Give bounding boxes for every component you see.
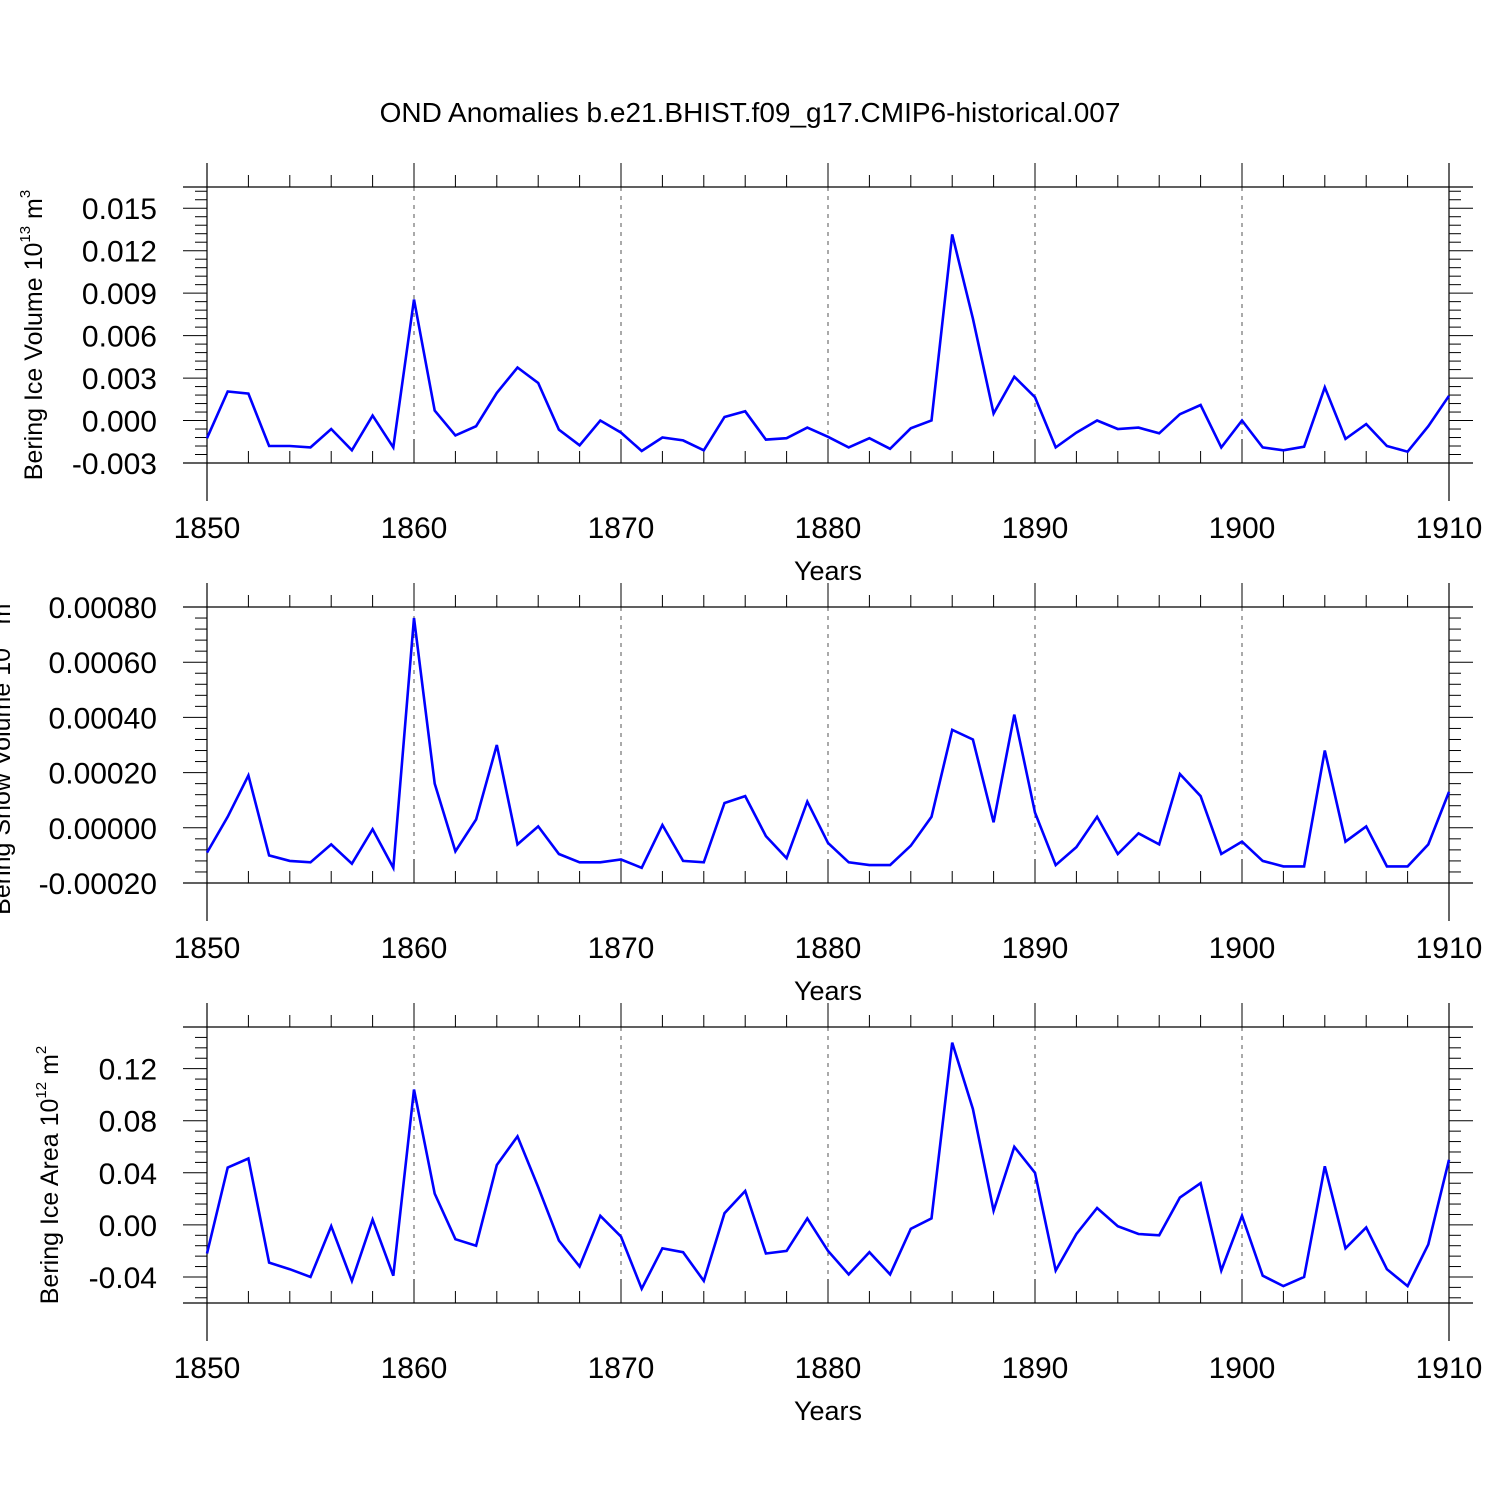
- x-tick-label: 1870: [588, 1352, 655, 1385]
- y-tick-label: -0.003: [72, 448, 157, 481]
- y-axis-label: Bering Snow Volume 1013 m3: [0, 595, 16, 915]
- y-tick-label: 0.00080: [49, 592, 157, 625]
- y-axis-label-text: Bering Ice Area 10: [36, 1099, 64, 1305]
- y-axis-label-unit-exponent: 3: [0, 595, 2, 603]
- x-tick-label: 1890: [1002, 512, 1069, 545]
- x-tick-label: 1860: [381, 512, 448, 545]
- y-axis-label: Bering Ice Area 1012 m2: [33, 1046, 64, 1305]
- x-tick-label: 1900: [1209, 932, 1276, 965]
- y-tick-label: 0.04: [99, 1158, 157, 1191]
- x-tick-label: 1880: [795, 1352, 862, 1385]
- y-axis-label-exponent: 13: [0, 631, 2, 648]
- series-line: [205, 234, 1451, 454]
- x-tick-label: 1910: [1416, 1352, 1483, 1385]
- x-tick-label: 1870: [588, 932, 655, 965]
- y-tick-label: 0.00040: [49, 702, 157, 735]
- x-axis-label: Years: [794, 556, 862, 586]
- series-line: [205, 1042, 1451, 1292]
- x-tick-label: 1860: [381, 932, 448, 965]
- x-tick-label: 1900: [1209, 512, 1276, 545]
- y-axis-label: Bering Ice Volume 1013 m3: [17, 190, 48, 480]
- y-tick-label: 0.00000: [49, 813, 157, 846]
- y-axis-label-unit: m: [0, 604, 16, 632]
- y-axis-label-unit: m: [20, 198, 48, 226]
- y-tick-label: 0.015: [82, 193, 157, 226]
- y-tick-label: 0.003: [82, 363, 157, 396]
- x-axis-label: Years: [794, 976, 862, 1006]
- y-axis-label-unit: m: [36, 1054, 64, 1082]
- panel-3: 1850 1860 1870 1880 1890 1900 1910 -0.04 0.00 0.0…: [33, 1003, 1482, 1426]
- x-tick-label: 1900: [1209, 1352, 1276, 1385]
- y-tick-label: 0.000: [82, 406, 157, 439]
- x-tick-label: 1870: [588, 512, 655, 545]
- y-axis-label-exponent: 12: [33, 1082, 50, 1099]
- x-tick-label: 1880: [795, 512, 862, 545]
- figure-title: OND Anomalies b.e21.BHIST.f09_g17.CMIP6-…: [380, 97, 1121, 128]
- x-tick-label: 1880: [795, 932, 862, 965]
- y-tick-label: 0.00: [99, 1210, 157, 1243]
- x-tick-label: 1850: [174, 1352, 241, 1385]
- y-tick-label: 0.08: [99, 1106, 157, 1139]
- y-tick-label: -0.04: [89, 1262, 157, 1295]
- y-axis-label-text: Bering Ice Volume 10: [20, 243, 48, 481]
- y-axis-label-unit-exponent: 3: [17, 190, 34, 198]
- y-tick-label: 0.12: [99, 1054, 157, 1087]
- panel-1: 1850 1860 1870 1880 1890 1900 1910 -0.003 0.000 0…: [17, 163, 1482, 586]
- series-line: [205, 617, 1451, 873]
- panel-2: 1850 1860 1870 1880 1890 1900 1910 -0.00020 0.00…: [0, 583, 1482, 1006]
- x-tick-label: 1850: [174, 512, 241, 545]
- x-tick-label: 1890: [1002, 1352, 1069, 1385]
- y-axis-label-exponent: 13: [17, 226, 34, 243]
- panels: 1850 1860 1870 1880 1890 1900 1910-0.0030.0000…: [0, 163, 1482, 1426]
- y-tick-label: 0.009: [82, 278, 157, 311]
- y-tick-label: 0.012: [82, 236, 157, 269]
- y-axis-label-text: Bering Snow Volume 10: [0, 648, 16, 915]
- y-tick-label: 0.00060: [49, 647, 157, 680]
- x-tick-label: 1850: [174, 932, 241, 965]
- x-tick-label: 1910: [1416, 932, 1483, 965]
- x-tick-label: 1860: [381, 1352, 448, 1385]
- y-tick-label: 0.006: [82, 321, 157, 354]
- x-tick-label: 1890: [1002, 932, 1069, 965]
- y-axis-label-unit-exponent: 2: [33, 1046, 50, 1054]
- y-tick-label: 0.00020: [49, 758, 157, 791]
- x-axis-label: Years: [794, 1396, 862, 1426]
- y-tick-label: -0.00020: [39, 868, 157, 901]
- x-tick-label: 1910: [1416, 512, 1483, 545]
